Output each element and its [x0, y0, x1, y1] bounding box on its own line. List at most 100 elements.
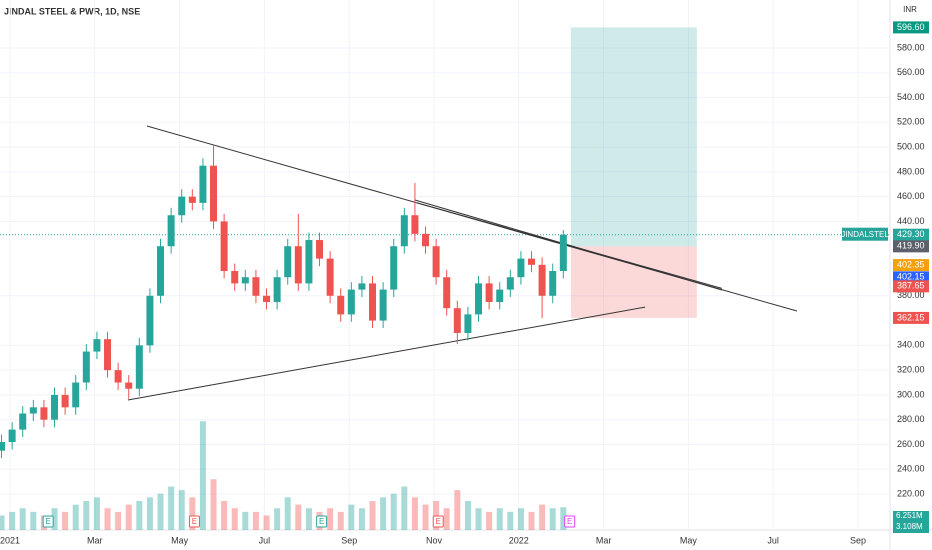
candle-body [284, 246, 292, 278]
volume-bar [168, 486, 175, 530]
volume-label: 6.251M [896, 511, 923, 520]
candle-body [294, 246, 302, 284]
y-tick-label: 300.00 [897, 389, 925, 399]
candle-body [210, 165, 218, 222]
candle-body [241, 277, 249, 284]
x-tick-label: May [680, 535, 698, 545]
candle-body [485, 283, 493, 302]
volume-bar [231, 508, 238, 530]
volume-bar [51, 508, 58, 530]
candle-body [188, 196, 196, 203]
price-label: 362.15 [897, 312, 925, 322]
candle-body [114, 370, 122, 383]
volume-bar [199, 421, 206, 530]
volume-bar [221, 501, 228, 530]
candle-body [390, 246, 398, 290]
candle-body [453, 308, 461, 333]
candle-body [72, 382, 80, 408]
trendline [416, 202, 723, 289]
volume-bar [125, 504, 132, 530]
volume-bar [274, 508, 281, 530]
volume-bar [19, 508, 26, 530]
event-label: E [436, 517, 441, 526]
volume-bar [327, 508, 334, 530]
candle-body [220, 221, 228, 272]
candle-body [231, 271, 239, 284]
volume-bar [454, 490, 461, 530]
volume-bar [136, 501, 143, 530]
symbol-label: JINDALSTEL [841, 230, 889, 239]
volume-bar [83, 501, 90, 530]
volume-bar [9, 511, 16, 530]
x-tick-label: Jul [259, 535, 271, 545]
x-tick-label: 2022 [509, 535, 529, 545]
volume-bar [30, 511, 37, 530]
price-label-bg [893, 311, 929, 324]
volume-bar [115, 511, 122, 530]
price-label-bg [893, 240, 929, 253]
volume-bar [157, 493, 164, 530]
candle-body [506, 277, 514, 290]
volume-bar [507, 511, 514, 530]
price-label: 387.65 [897, 281, 925, 291]
event-badge [42, 515, 54, 528]
y-tick-label: 460.00 [897, 191, 925, 201]
candle-body [104, 339, 112, 371]
event-badge [432, 515, 444, 528]
candle-body [61, 394, 69, 408]
volume-bar [295, 504, 302, 530]
y-tick-label: 540.00 [897, 92, 925, 102]
volume-bar [284, 497, 291, 530]
candle-body [538, 264, 546, 296]
x-tick-label: Mar [87, 535, 103, 545]
candle-body [263, 295, 271, 302]
x-tick-label: Jul [767, 535, 779, 545]
volume-bar [93, 497, 100, 530]
candle-body [347, 289, 355, 315]
volume-bar [178, 490, 185, 530]
event-label: E [45, 517, 50, 526]
volume-bar [189, 497, 196, 530]
event-label: E [192, 517, 197, 526]
event-label: E [319, 517, 324, 526]
currency: INR [903, 5, 917, 14]
y-tick-label: 220.00 [897, 488, 925, 498]
candle-body [273, 277, 281, 302]
volume-label-bg [893, 511, 929, 522]
event-badge [564, 515, 576, 528]
volume-bar [0, 515, 5, 530]
trendline [127, 306, 646, 401]
volume-bar [369, 501, 376, 530]
x-tick-label: Sep [850, 535, 866, 545]
price-label: 419.90 [897, 241, 925, 251]
candle-body [422, 233, 430, 247]
stop-zone [570, 246, 697, 318]
volume-bar [380, 497, 387, 530]
x-tick-label: Sep [341, 535, 357, 545]
candle-body [305, 240, 313, 284]
y-tick-label: 380.00 [897, 290, 925, 300]
candle-body [199, 165, 207, 203]
candle-body [167, 215, 175, 247]
candle-body [475, 283, 483, 315]
candle-body [82, 351, 90, 383]
volume-bar [549, 508, 556, 530]
x-tick-label: May [171, 535, 189, 545]
volume-bar [242, 511, 249, 530]
price-label-bg [893, 259, 929, 272]
volume-bar [62, 511, 69, 530]
candle-body [316, 240, 324, 259]
volume-bar [411, 497, 418, 530]
volume-bar [539, 504, 546, 530]
price-label: 596.60 [897, 22, 925, 32]
candle-body [443, 277, 451, 309]
candle-body [549, 271, 557, 296]
price-label: 402.35 [897, 259, 925, 269]
price-label-bg [893, 280, 929, 293]
candle-body [496, 289, 504, 302]
price-label: 429.30 [897, 229, 925, 239]
chart-title: JINDAL STEEL & PWR, 1D, NSE [4, 6, 140, 16]
volume-label-bg [893, 522, 929, 533]
